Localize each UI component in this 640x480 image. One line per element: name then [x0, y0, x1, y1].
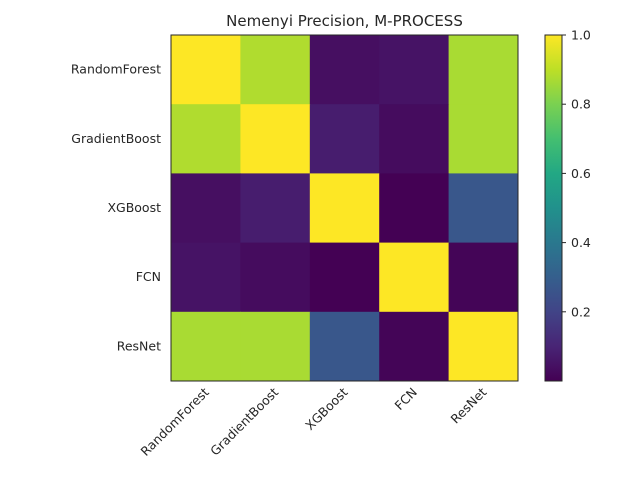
- heatmap-cell: [379, 104, 449, 174]
- heatmap-cell: [379, 173, 449, 243]
- heatmap-cell: [240, 35, 310, 105]
- heatmap-cell: [171, 243, 241, 313]
- heatmap-cell: [240, 243, 310, 313]
- colorbar-ticks: 0.2 0.4 0.6 0.8 1.0: [562, 28, 591, 320]
- y-tick-label: GradientBoost: [71, 131, 161, 146]
- heatmap-cell: [171, 35, 241, 105]
- heatmap-cell: [449, 243, 519, 313]
- x-tick-label: RandomForest: [137, 384, 211, 458]
- heatmap-cell: [449, 173, 519, 243]
- heatmap-cell: [310, 312, 380, 382]
- heatmap-cell: [240, 312, 310, 382]
- heatmap-cell: [310, 243, 380, 313]
- colorbar: [545, 35, 562, 381]
- y-tick-label: FCN: [136, 269, 161, 284]
- heatmap-cell: [240, 173, 310, 243]
- chart-title: Nemenyi Precision, M-PROCESS: [226, 12, 463, 30]
- x-tick-label: FCN: [392, 385, 420, 413]
- heatmap-cell: [171, 104, 241, 174]
- heatmap-cell: [310, 35, 380, 105]
- heatmap-cell: [240, 104, 310, 174]
- x-tick-label: XGBoost: [302, 384, 351, 433]
- heatmap-cell: [379, 35, 449, 105]
- colorbar-tick-label: 0.6: [571, 166, 591, 181]
- heatmap-cell: [171, 312, 241, 382]
- heatmap-cell: [449, 312, 519, 382]
- heatmap-cell: [310, 173, 380, 243]
- x-tick-label: ResNet: [448, 384, 490, 426]
- heatmap-cell: [449, 104, 519, 174]
- y-tick-label: ResNet: [117, 338, 161, 353]
- y-tick-label: RandomForest: [71, 62, 161, 77]
- y-tick-labels: RandomForest GradientBoost XGBoost FCN ResNe…: [71, 62, 161, 354]
- colorbar-tick-label: 0.8: [571, 97, 591, 112]
- heatmap-cell: [379, 243, 449, 313]
- heatmap-cell: [310, 104, 380, 174]
- colorbar-tick-label: 0.2: [571, 304, 591, 319]
- colorbar-tick-label: 1.0: [571, 28, 591, 43]
- heatmap-cell: [379, 312, 449, 382]
- colorbar-tick-label: 0.4: [571, 235, 591, 250]
- x-tick-label: GradientBoost: [207, 384, 281, 458]
- heatmap-cell: [449, 35, 519, 105]
- y-tick-label: XGBoost: [107, 200, 161, 215]
- heatmap-cell: [171, 173, 241, 243]
- heatmap-cells: [171, 35, 519, 382]
